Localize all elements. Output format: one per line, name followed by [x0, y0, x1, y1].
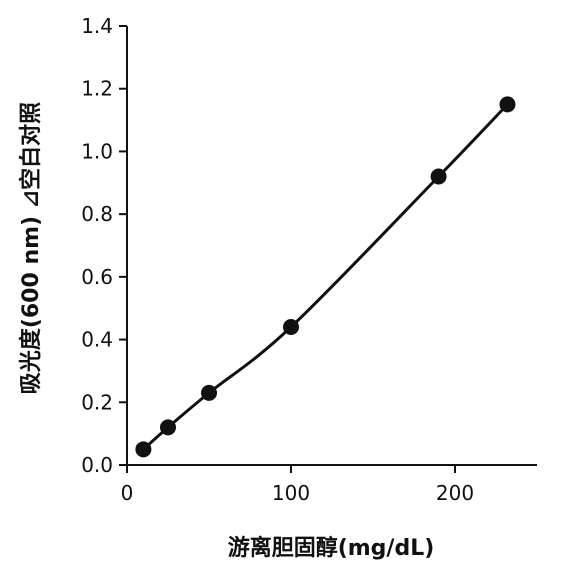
data-point [283, 319, 299, 336]
y-tick-label: 0.8 [81, 202, 113, 226]
x-tick-label: 0 [121, 481, 134, 505]
data-point [201, 384, 217, 401]
fit-line [142, 103, 509, 451]
y-tick-label: 1.0 [81, 139, 113, 163]
y-ticks: 0.0 0.2 0.4 0.6 0.8 1.0 1.2 1.4 [81, 14, 127, 477]
y-tick-label: 1.2 [81, 77, 113, 101]
y-tick-label: 0.2 [81, 390, 113, 414]
data-point [135, 441, 152, 458]
data-point [430, 168, 447, 185]
data-points [135, 96, 516, 458]
y-tick-label: 0.0 [81, 453, 113, 477]
data-point [499, 96, 516, 113]
y-tick-label: 0.4 [81, 328, 113, 352]
y-tick-label: 1.4 [81, 14, 113, 38]
y-tick-label: 0.6 [81, 265, 113, 289]
y-axis-title: 吸光度(600 nm) ⊿空白对照 [18, 102, 44, 394]
x-tick-label: 100 [272, 481, 310, 505]
data-point [160, 419, 176, 436]
x-axis-title: 游离胆固醇(mg/dL) [228, 535, 435, 561]
chart-axes [126, 26, 537, 466]
x-ticks: 0 100 200 [121, 465, 474, 505]
x-tick-label: 200 [436, 481, 474, 505]
